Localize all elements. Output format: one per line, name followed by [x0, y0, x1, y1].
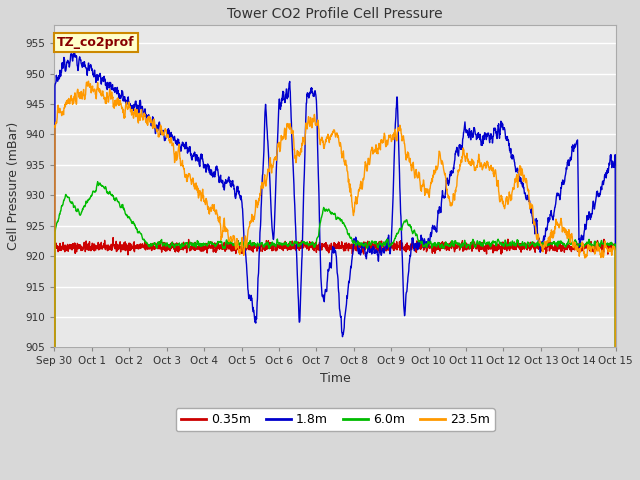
Legend: 0.35m, 1.8m, 6.0m, 23.5m: 0.35m, 1.8m, 6.0m, 23.5m — [175, 408, 495, 432]
Text: TZ_co2prof: TZ_co2prof — [57, 36, 135, 49]
Title: Tower CO2 Profile Cell Pressure: Tower CO2 Profile Cell Pressure — [227, 7, 443, 21]
Y-axis label: Cell Pressure (mBar): Cell Pressure (mBar) — [7, 122, 20, 250]
X-axis label: Time: Time — [320, 372, 351, 385]
